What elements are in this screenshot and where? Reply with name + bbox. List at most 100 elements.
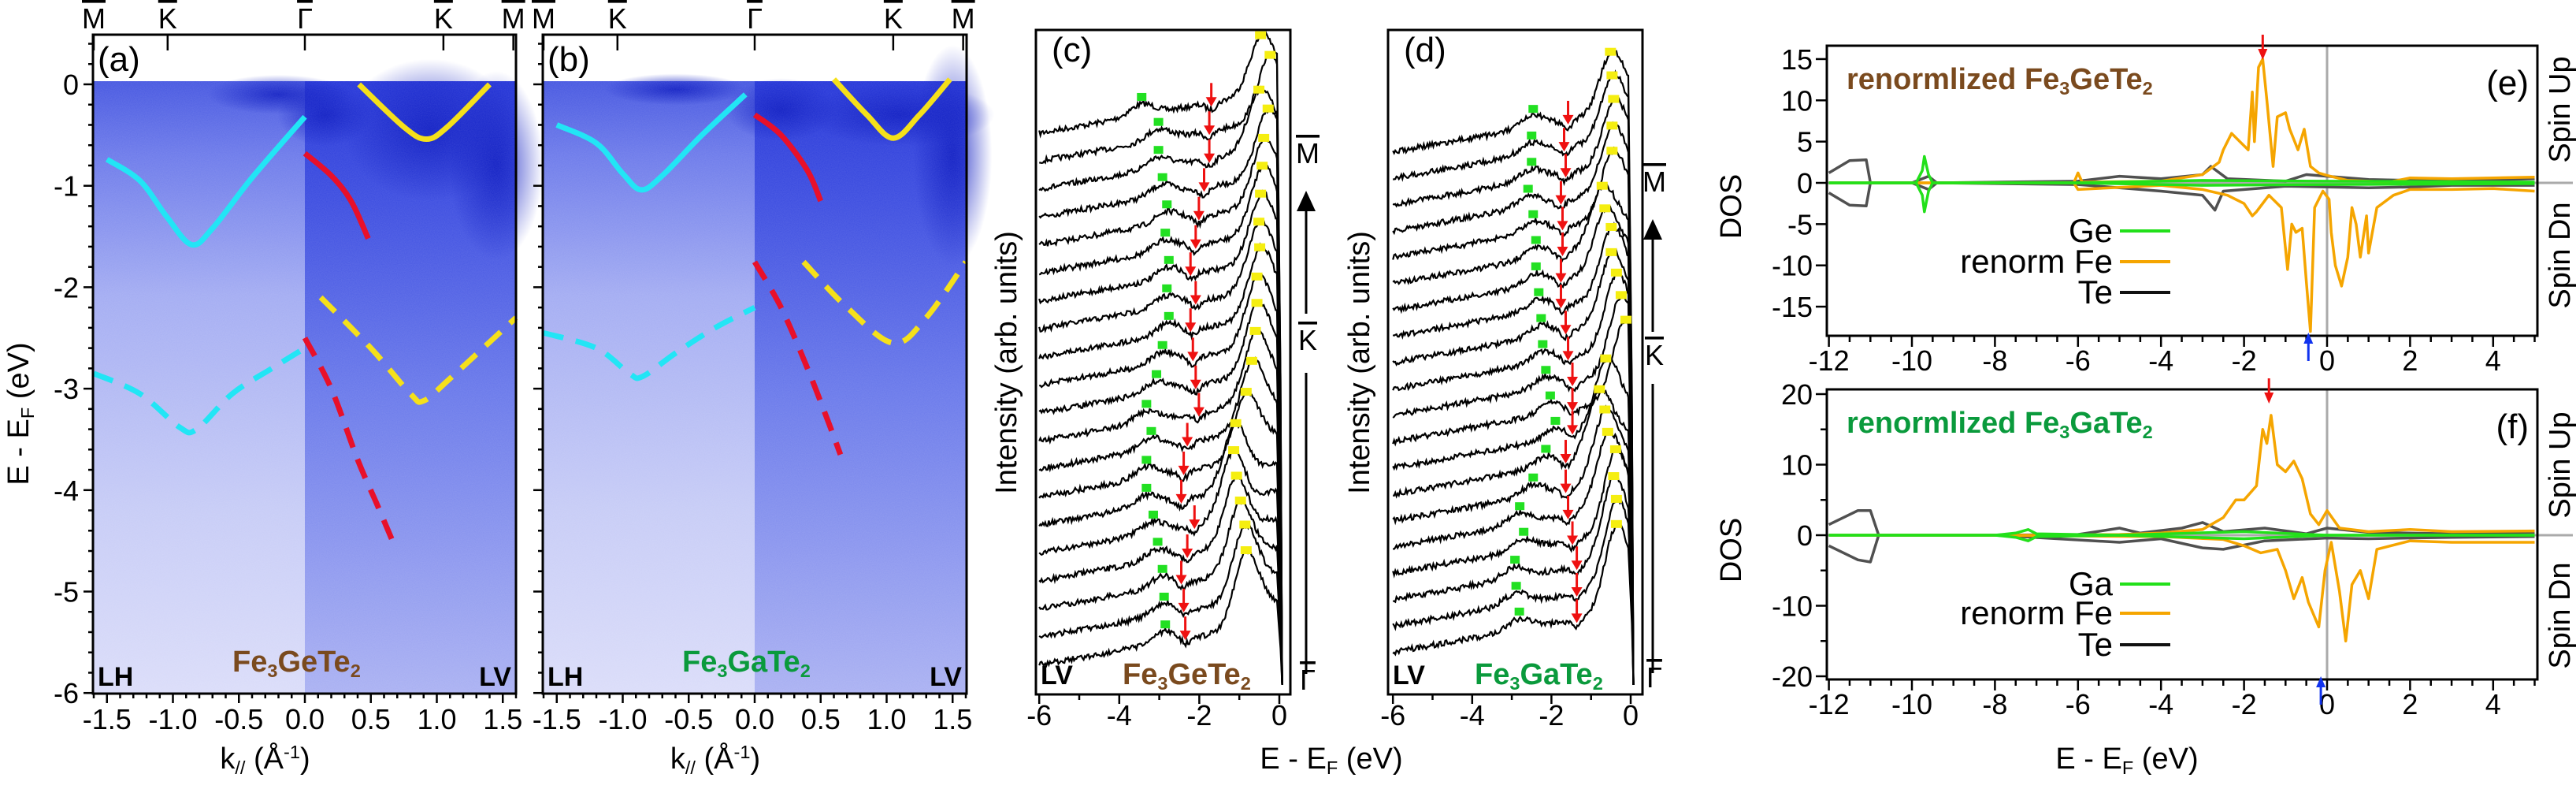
x-tick-label: -0.5 — [664, 703, 713, 735]
edc-spectrum — [1038, 389, 1283, 686]
arpes-noise — [93, 81, 516, 694]
yellow-square-marker — [1251, 299, 1263, 307]
text-sub: 2 — [351, 661, 361, 681]
legend-label: Ge — [2069, 212, 2113, 249]
text-part: (eV) — [2133, 742, 2198, 776]
yellow-square-marker — [1230, 471, 1242, 480]
dos-renorm-fe-down — [1828, 534, 2535, 643]
green-square-marker — [1528, 210, 1539, 218]
yellow-square-marker — [1254, 243, 1266, 251]
green-square-marker — [1153, 146, 1164, 154]
red-arrow-head — [1560, 168, 1572, 178]
x-axis-label: k// (Å-1) — [220, 741, 310, 778]
x-tick-label: 4 — [2485, 688, 2501, 720]
text-part: (eV) — [2, 342, 35, 407]
yellow-square-marker — [1610, 519, 1622, 528]
blue-arrow-head — [2303, 333, 2314, 344]
text-sub: 3 — [267, 661, 277, 681]
text-part: E - E — [1260, 742, 1326, 776]
edc-spectrum — [1392, 292, 1635, 686]
y-tick-label: 0 — [63, 69, 79, 101]
edc-spectrum — [1038, 522, 1283, 686]
text-part: GeTe — [277, 646, 350, 679]
green-square-marker — [1511, 582, 1521, 590]
yellow-square-marker — [1609, 445, 1621, 453]
text-part: ) — [300, 742, 310, 776]
text-sub: 2 — [1593, 673, 1603, 694]
edc-spectrum — [1392, 95, 1635, 686]
blue-arrow-head — [2316, 676, 2326, 687]
dos-ge-up — [1828, 154, 2535, 184]
green-square-marker — [1531, 236, 1541, 244]
yellow-square-marker — [1255, 189, 1267, 198]
y-axis-label: Intensity (arb. units) — [990, 231, 1023, 494]
yellow-square-marker — [1245, 356, 1257, 365]
x-tick-label: -2 — [2232, 344, 2257, 377]
dos-ga-up — [1828, 528, 2535, 537]
red-band-solid — [303, 151, 371, 240]
edc-spectrum — [1038, 189, 1283, 686]
red-arrow-head — [1555, 299, 1567, 309]
green-square-marker — [1164, 311, 1174, 320]
text-part: E - E — [2, 419, 35, 485]
edc-spectrum — [1038, 355, 1283, 686]
text-part: k — [670, 742, 686, 776]
edc-spectrum — [1039, 52, 1283, 686]
panel-label: (c) — [1052, 31, 1092, 69]
text-sup: -1 — [734, 742, 751, 762]
x-tick-label: -10 — [1891, 344, 1932, 377]
red-band-dashed — [302, 337, 398, 547]
edc-spectrum — [1392, 271, 1635, 686]
y-tick-label: 10 — [1781, 449, 1813, 482]
red-arrow-head — [1560, 483, 1572, 493]
text-sub: 3 — [1157, 673, 1167, 694]
panel-e-dos-fe3gete2: -12 -10 -8 -6 -4 -2 0 2 4 15 10 5 0 -5 -10 -15 DOS Spin U… — [1715, 35, 2576, 377]
x-tick-label: 0.0 — [735, 703, 774, 735]
red-band-dashed — [752, 260, 844, 456]
red-arrow-head — [1560, 325, 1572, 335]
text-part: (eV) — [1338, 742, 1402, 776]
panel-a-arpes-fe3gete2: 0 -1 -2 -3 -4 -5 -6 E - EF (eV) -1.5 -1.0 -0.5 0.0 0… — [2, 2, 544, 778]
y-axis-label: DOS — [1715, 174, 1748, 239]
text-part: GeTe — [1167, 658, 1240, 691]
red-arrow-head — [1187, 352, 1199, 362]
yellow-square-marker — [1606, 71, 1618, 80]
green-square-marker — [1157, 173, 1167, 181]
polarization-label-lv: LV — [479, 662, 511, 692]
text-sub: 3 — [1509, 673, 1520, 694]
panel-label: (e) — [2486, 64, 2529, 102]
edc-spectrum — [1038, 135, 1283, 686]
y-tick-label: -10 — [1772, 250, 1813, 282]
red-arrow-head — [1571, 587, 1583, 597]
text-sub: 3 — [2059, 78, 2069, 99]
red-arrow-head — [1175, 575, 1187, 585]
red-arrow-head — [2258, 49, 2268, 60]
text-part: Fe — [1123, 658, 1157, 691]
polarization-label: LV — [1393, 661, 1425, 690]
dos-title: renormlized Fe3GeTe2 — [1847, 63, 2153, 99]
green-square-marker — [1148, 510, 1158, 519]
red-arrow-head — [1560, 454, 1572, 464]
green-square-marker — [1545, 391, 1555, 400]
edc-spectrum — [1038, 164, 1283, 686]
red-arrow-head — [1204, 153, 1216, 163]
red-arrow-head — [1567, 377, 1579, 387]
x-tick-label: -6 — [2066, 344, 2091, 377]
text-sub: 3 — [717, 661, 727, 681]
y-tick-label: -5 — [1787, 208, 1813, 240]
red-arrow-head — [1562, 114, 1574, 125]
y-tick-label: -2 — [54, 271, 79, 303]
panel-d-edc-fe3gate2: -6 -4 -2 0 Intensity (arb. units) (d) LV Fe3GaT… — [1343, 28, 1666, 731]
x-tick-label: -4 — [1107, 699, 1132, 731]
yellow-square-marker — [1262, 104, 1274, 113]
edc-spectrum — [1392, 357, 1635, 686]
green-square-marker — [1528, 105, 1539, 114]
yellow-square-marker — [1600, 354, 1612, 363]
text-part: Fe — [1475, 658, 1509, 691]
yellow-square-marker — [1253, 85, 1265, 94]
red-arrow-head — [1562, 509, 1574, 519]
plot-frame — [1034, 28, 1292, 696]
green-square-marker — [1536, 314, 1546, 322]
x-tick-label: -2 — [1539, 699, 1564, 731]
